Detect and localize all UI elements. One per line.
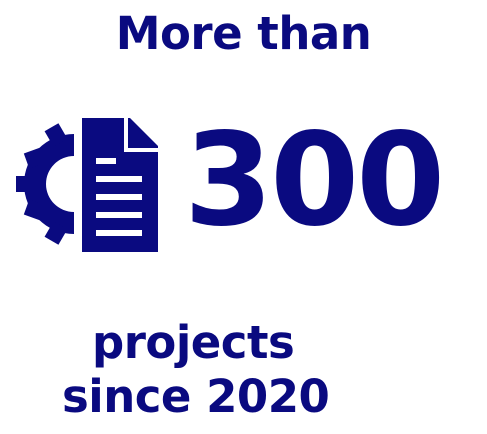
- stat-value: 300: [184, 106, 445, 255]
- caption-line-2: since 2020: [62, 370, 330, 423]
- stat-row: 300: [12, 106, 482, 262]
- gear-document-icon: [16, 118, 158, 252]
- headline: More than: [115, 7, 372, 60]
- caption-line-1: projects: [92, 316, 295, 369]
